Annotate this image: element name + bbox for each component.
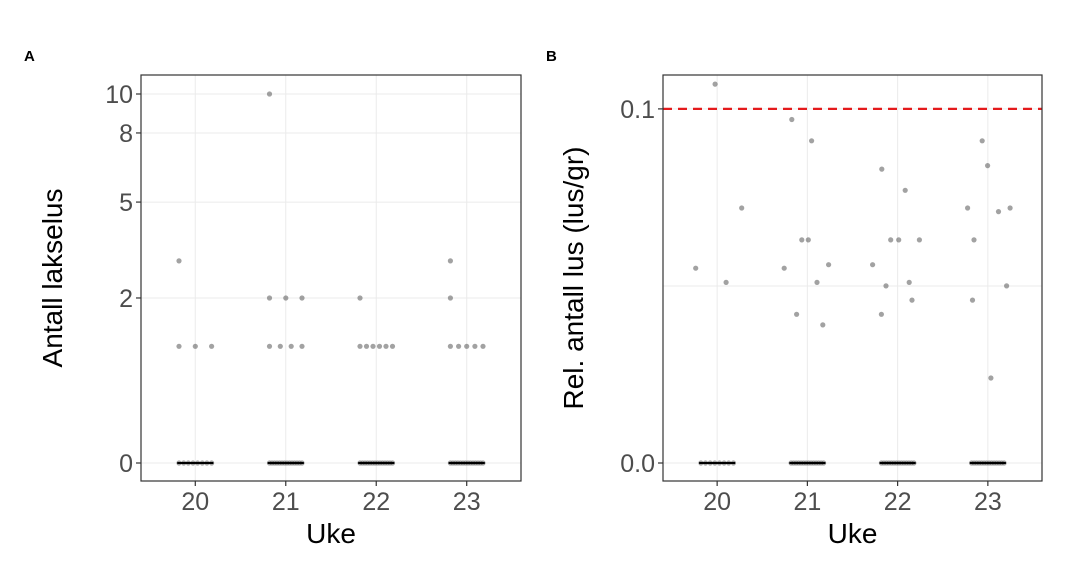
panel-border [662, 74, 1043, 482]
y-tick-label: 5 [119, 189, 133, 217]
data-point [266, 343, 273, 349]
data-point [209, 343, 215, 349]
x-tick-label: 23 [974, 488, 1002, 516]
data-point [447, 258, 453, 264]
data-point [906, 279, 912, 285]
data-point [376, 343, 383, 349]
data-point [472, 343, 478, 349]
data-point [447, 295, 453, 301]
data-point [826, 262, 832, 268]
data-point [870, 262, 876, 268]
x-tick-label: 20 [181, 488, 209, 516]
x-axis-title: Uke [306, 518, 356, 549]
data-point [480, 343, 486, 349]
panel-a: 0 2 5 8 10 20 21 22 23 Uke Antall lakselus A [24, 48, 522, 549]
x-tick-label: 21 [793, 488, 821, 516]
x-tick-label: 23 [453, 488, 481, 516]
data-point [277, 343, 283, 349]
data-point [988, 375, 994, 381]
data-point [909, 297, 915, 303]
data-point [995, 209, 1002, 215]
y-tick-label: 0.0 [620, 450, 655, 478]
data-point [805, 237, 811, 243]
data-point [879, 166, 885, 172]
panel-label: A [24, 48, 35, 65]
data-point [799, 237, 805, 243]
panel-border [140, 74, 522, 482]
data-point [176, 343, 182, 349]
data-point [266, 295, 273, 301]
data-point [389, 343, 396, 349]
data-point [456, 343, 462, 349]
data-point [283, 295, 289, 301]
panel-b: 0.00.10.20.320212223UkeRel. antall lus (… [546, 48, 1043, 549]
data-point [902, 187, 908, 193]
data-point [383, 343, 389, 349]
y-tick-label: 2 [119, 285, 133, 313]
x-axis-title: Uke [828, 518, 878, 549]
data-point [979, 138, 985, 144]
x-tick-label: 22 [884, 488, 912, 516]
data-point [883, 283, 889, 289]
data-point [357, 295, 363, 301]
y-axis-title: Antall lakselus [37, 189, 68, 368]
data-point [357, 343, 363, 349]
data-point [781, 265, 787, 271]
data-point [712, 81, 718, 87]
data-point [814, 279, 820, 285]
data-point [299, 343, 305, 349]
data-point [985, 163, 991, 169]
data-point [723, 279, 729, 285]
data-point [288, 343, 294, 349]
y-axis-title: Rel. antall lus (lus/gr) [558, 147, 589, 410]
data-point [266, 91, 273, 97]
y-tick-label: 10 [105, 81, 133, 109]
data-point [299, 295, 305, 301]
data-point [794, 311, 800, 317]
x-tick-label: 22 [362, 488, 390, 516]
data-point [965, 205, 971, 211]
data-point [878, 311, 885, 317]
data-point [896, 237, 902, 243]
data-point [971, 237, 977, 243]
data-point [693, 265, 699, 271]
data-point [176, 258, 182, 264]
data-point [820, 322, 826, 328]
y-tick-label: 0.1 [620, 96, 655, 124]
x-tick-label: 20 [703, 488, 731, 516]
data-point [969, 297, 976, 303]
data-point [363, 343, 370, 349]
data-point [1004, 283, 1010, 289]
data-point [1007, 205, 1013, 211]
data-point [888, 237, 894, 243]
data-point [789, 116, 795, 123]
data-point [370, 343, 376, 349]
y-tick-label: 8 [119, 120, 133, 148]
x-tick-label: 21 [272, 488, 300, 516]
data-point [916, 237, 923, 243]
panel-label: B [546, 48, 557, 65]
data-point [447, 343, 453, 349]
data-point [739, 205, 745, 211]
data-point [464, 343, 470, 349]
data-point [809, 138, 815, 144]
y-tick-label: 0 [119, 450, 133, 478]
data-point [192, 343, 198, 349]
